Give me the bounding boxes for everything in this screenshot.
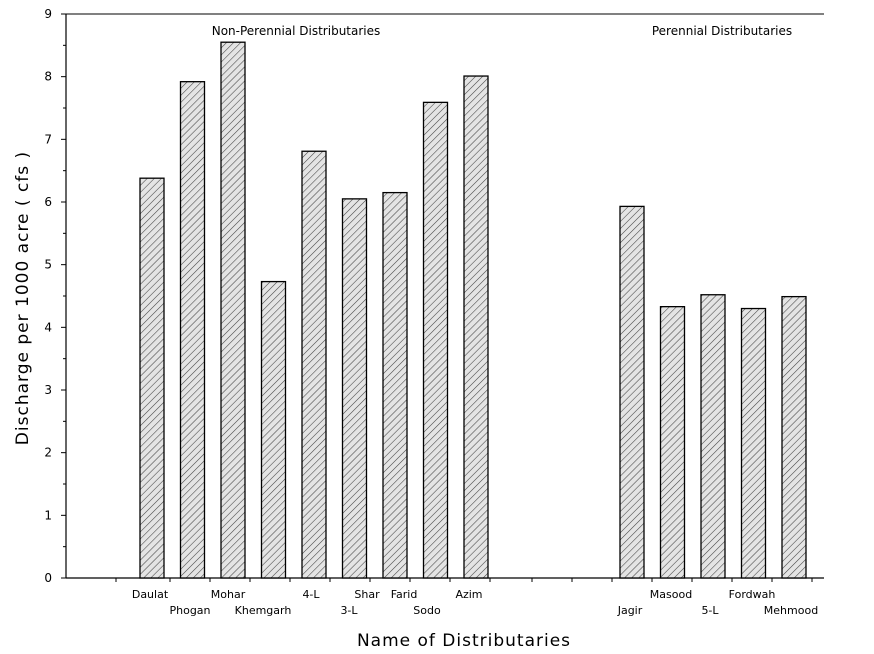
x-category-label: Khemgarh (235, 604, 292, 617)
bar (659, 306, 686, 579)
y-axis-title: Discharge per 1000 acre ( cfs ) (13, 151, 33, 445)
y-tick-label: 1 (44, 508, 52, 522)
x-category-label: Jagir (617, 604, 643, 617)
bar (740, 307, 767, 579)
y-tick-label: 9 (44, 7, 52, 21)
bar (463, 75, 489, 579)
x-category-label: Mehmood (764, 604, 818, 617)
x-category-label: Mohar (211, 588, 246, 601)
y-tick-label: 8 (44, 70, 52, 84)
bar (260, 280, 287, 579)
bar (220, 41, 246, 579)
bar (700, 294, 726, 579)
bar (781, 295, 807, 579)
bar (301, 150, 327, 579)
y-tick-label: 7 (44, 132, 52, 146)
bar (422, 101, 449, 579)
y-tick-label: 2 (44, 446, 52, 460)
x-category-label: 3-L (340, 604, 358, 617)
y-tick-label: 0 (44, 571, 52, 585)
x-category-label: Masood (650, 588, 692, 601)
x-axis-title: Name of Distributaries (357, 631, 571, 651)
y-tick-label: 3 (44, 383, 52, 397)
chart-labels: 0 1 2 3 4 5 6 7 8 9 Non-Perennial Distributaries Pe… (44, 7, 818, 617)
group-label: Perennial Distributaries (652, 24, 792, 38)
chart-bars (139, 41, 807, 579)
group-label: Non-Perennial Distributaries (212, 24, 381, 38)
y-tick-label: 5 (44, 258, 52, 272)
bar (179, 81, 206, 579)
y-tick-label: 6 (44, 195, 52, 209)
bar (619, 205, 645, 579)
x-category-label: 5-L (701, 604, 719, 617)
x-category-label: Daulat (132, 588, 169, 601)
x-category-label: Fordwah (729, 588, 776, 601)
x-category-label: Phogan (169, 604, 210, 617)
x-category-label: Azim (455, 588, 482, 601)
x-category-label: Shar (354, 588, 380, 601)
y-tick-label: 4 (44, 320, 52, 334)
bar (139, 177, 165, 579)
x-category-label: Farid (391, 588, 418, 601)
x-category-label: 4-L (302, 588, 320, 601)
x-category-label: Sodo (413, 604, 441, 617)
bar (382, 191, 408, 579)
bar (341, 198, 368, 579)
